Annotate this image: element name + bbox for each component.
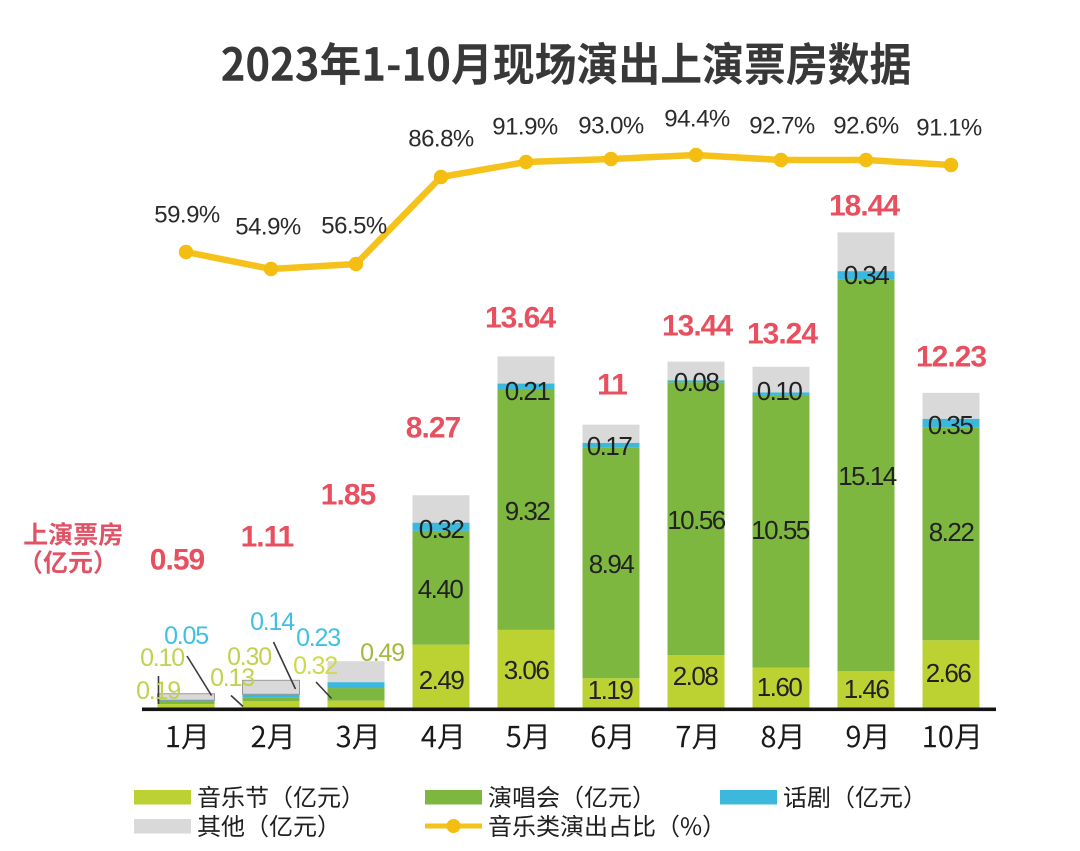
svg-text:1.19: 1.19 (588, 675, 634, 705)
svg-text:1.11: 1.11 (241, 521, 294, 554)
svg-text:18.44: 18.44 (829, 190, 900, 223)
svg-text:0.35: 0.35 (928, 410, 974, 440)
svg-text:0.08: 0.08 (674, 367, 720, 397)
svg-text:12.23: 12.23 (916, 341, 986, 374)
svg-text:0.34: 0.34 (844, 260, 890, 290)
svg-text:0.21: 0.21 (505, 376, 551, 406)
svg-text:8.94: 8.94 (589, 549, 635, 579)
svg-text:94.4%: 94.4% (664, 106, 730, 133)
svg-text:0.23: 0.23 (296, 624, 340, 652)
svg-text:2.49: 2.49 (419, 665, 465, 695)
svg-text:54.9%: 54.9% (235, 214, 301, 241)
svg-text:8.27: 8.27 (406, 412, 461, 445)
svg-text:59.9%: 59.9% (154, 202, 220, 229)
svg-text:93.0%: 93.0% (578, 113, 644, 140)
svg-text:91.9%: 91.9% (492, 114, 558, 141)
svg-text:1.46: 1.46 (844, 674, 890, 704)
svg-text:0.30: 0.30 (227, 643, 271, 671)
svg-text:0.32: 0.32 (293, 652, 337, 680)
svg-text:0.19: 0.19 (136, 677, 180, 705)
svg-text:0.32: 0.32 (419, 514, 465, 544)
svg-text:0.17: 0.17 (587, 431, 633, 461)
svg-text:2.66: 2.66 (926, 658, 972, 688)
svg-text:0.13: 0.13 (210, 664, 254, 692)
svg-text:0.10: 0.10 (757, 376, 803, 406)
svg-text:91.1%: 91.1% (916, 115, 982, 142)
svg-text:9.32: 9.32 (505, 496, 551, 526)
svg-text:10.55: 10.55 (751, 515, 810, 545)
svg-text:1.60: 1.60 (757, 672, 803, 702)
svg-text:13.24: 13.24 (747, 318, 818, 351)
svg-text:13.64: 13.64 (485, 302, 556, 335)
svg-text:0.14: 0.14 (250, 608, 295, 636)
svg-text:4.40: 4.40 (418, 574, 464, 604)
svg-text:86.8%: 86.8% (408, 126, 474, 153)
svg-text:15.14: 15.14 (838, 461, 897, 491)
svg-text:3.06: 3.06 (504, 655, 550, 685)
svg-text:56.5%: 56.5% (321, 213, 387, 240)
svg-text:92.6%: 92.6% (833, 113, 899, 140)
svg-text:8.22: 8.22 (929, 517, 975, 547)
svg-text:0.10: 0.10 (140, 644, 184, 672)
svg-text:10.56: 10.56 (667, 505, 726, 535)
svg-text:1.85: 1.85 (321, 479, 376, 512)
svg-text:13.44: 13.44 (662, 310, 733, 343)
svg-text:2.08: 2.08 (673, 661, 719, 691)
svg-text:92.7%: 92.7% (749, 113, 815, 140)
svg-text:0.59: 0.59 (150, 544, 205, 577)
svg-text:0.49: 0.49 (360, 639, 404, 667)
svg-text:0.05: 0.05 (164, 622, 208, 650)
svg-text:11: 11 (597, 369, 627, 402)
